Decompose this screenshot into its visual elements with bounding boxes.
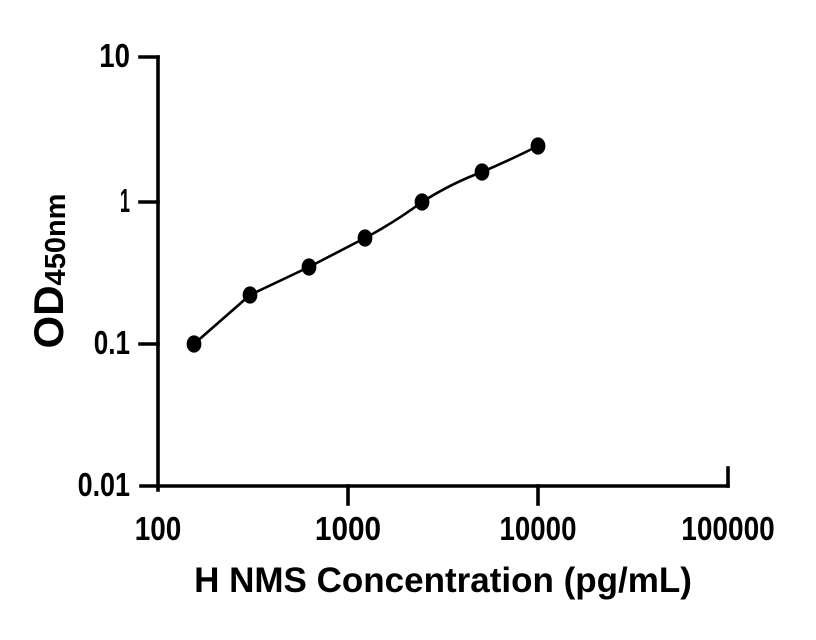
svg-text:0.01: 0.01 [78,466,130,503]
svg-text:100: 100 [135,510,182,547]
svg-text:0.1: 0.1 [94,324,130,361]
svg-text:1000: 1000 [315,510,381,547]
svg-text:10: 10 [99,37,130,74]
svg-text:1: 1 [120,182,130,219]
svg-text:H NMS Concentration (pg/mL): H NMS Concentration (pg/mL) [194,561,692,600]
svg-text:10000: 10000 [500,510,577,547]
svg-text:100000: 100000 [681,510,775,547]
